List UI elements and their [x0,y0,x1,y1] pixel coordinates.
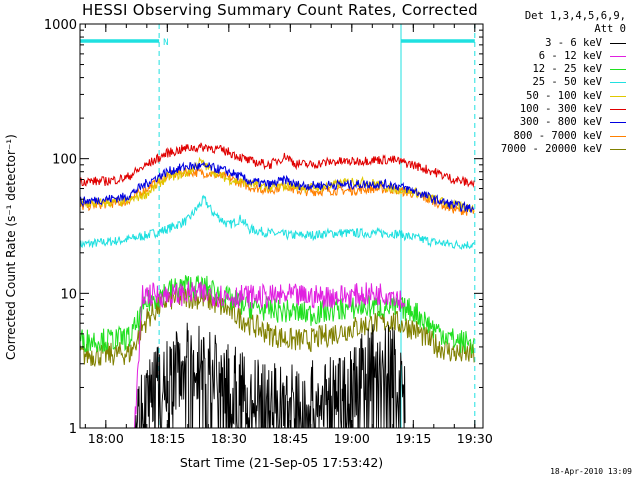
series-line-100to300keV [79,142,475,188]
legend-entry: 12 - 25 keV [470,63,630,76]
legend-entry: 300 - 800 keV [470,116,630,129]
x-tick-label: 18:45 [272,431,308,446]
y-axis-label: Corrected Count Rate (s⁻¹ detector⁻¹) [4,134,18,360]
x-tick-label: 18:30 [211,431,247,446]
legend-entry-swatch [610,122,626,124]
legend-entry-label: 12 - 25 keV [532,63,602,76]
series-line-300to800keV [79,161,475,213]
plot-frame [79,23,484,429]
legend-entries: 3 - 6 keV 6 - 12 keV 12 - 25 keV 25 - 50 ke… [470,37,630,157]
x-axis-label: Start Time (21-Sep-05 17:53:42) [179,455,384,470]
legend-entry-label: 6 - 12 keV [538,49,602,62]
x-tick-label: 19:15 [395,431,431,446]
legend-entry: 3 - 6 keV [470,37,630,50]
legend-entry-swatch [610,95,626,97]
legend-header-attenuator: Att 0 [594,23,626,36]
legend-entry-label: 3 - 6 keV [545,36,602,49]
series-line-7000to20000keV [79,286,475,368]
night-marker-label: N [163,38,168,48]
legend-entry: 100 - 300 keV [470,103,630,116]
legend-entry-label: 800 - 7000 keV [513,129,602,142]
series-line-6to12keV [134,281,406,429]
legend-entry-swatch [610,82,626,84]
series-line-12to25keV [79,275,475,355]
legend-entry-swatch [610,69,626,71]
legend-entry-label: 25 - 50 keV [532,76,602,89]
y-tick-label: 10 [60,287,77,302]
timestamp-stamp: 18-Apr-2010 13:09 [550,467,632,476]
x-tick-label: 18:15 [149,431,185,446]
chart-title: HESSI Observing Summary Count Rates, Cor… [82,1,478,19]
legend-entry-label: 300 - 800 keV [519,116,602,129]
legend: Det 1,3,4,5,6,9, Att 0 3 - 6 keV 6 - 12 k… [470,10,630,156]
legend-entry-swatch [610,109,626,111]
legend-entry: 50 - 100 keV [470,90,630,103]
series-line-800to7000keV [79,167,475,216]
legend-entry-swatch [610,148,626,150]
series-line-25to50keV [79,194,475,250]
legend-entry: 800 - 7000 keV [470,130,630,143]
legend-entry-swatch [610,42,626,44]
x-tick-label: 18:00 [88,431,124,446]
legend-entry: 7000 - 20000 keV [470,143,630,156]
legend-entry-label: 50 - 100 keV [526,89,602,102]
legend-entry-label: 7000 - 20000 keV [500,142,602,155]
x-tick-label: 19:00 [334,431,370,446]
y-tick-label: 100 [52,153,77,168]
legend-entry: 6 - 12 keV [470,50,630,63]
legend-entry: 25 - 50 keV [470,76,630,89]
legend-entry-swatch [610,135,626,137]
legend-header-detectors: Det 1,3,4,5,6,9, [524,10,626,22]
legend-entry-swatch [610,55,626,57]
y-tick-label: 1000 [44,18,77,33]
series-line-3to6keV [134,322,406,429]
x-tick-label: 19:30 [457,431,493,446]
y-tick-label: 1 [69,422,77,437]
legend-entry-label: 100 - 300 keV [519,103,602,116]
